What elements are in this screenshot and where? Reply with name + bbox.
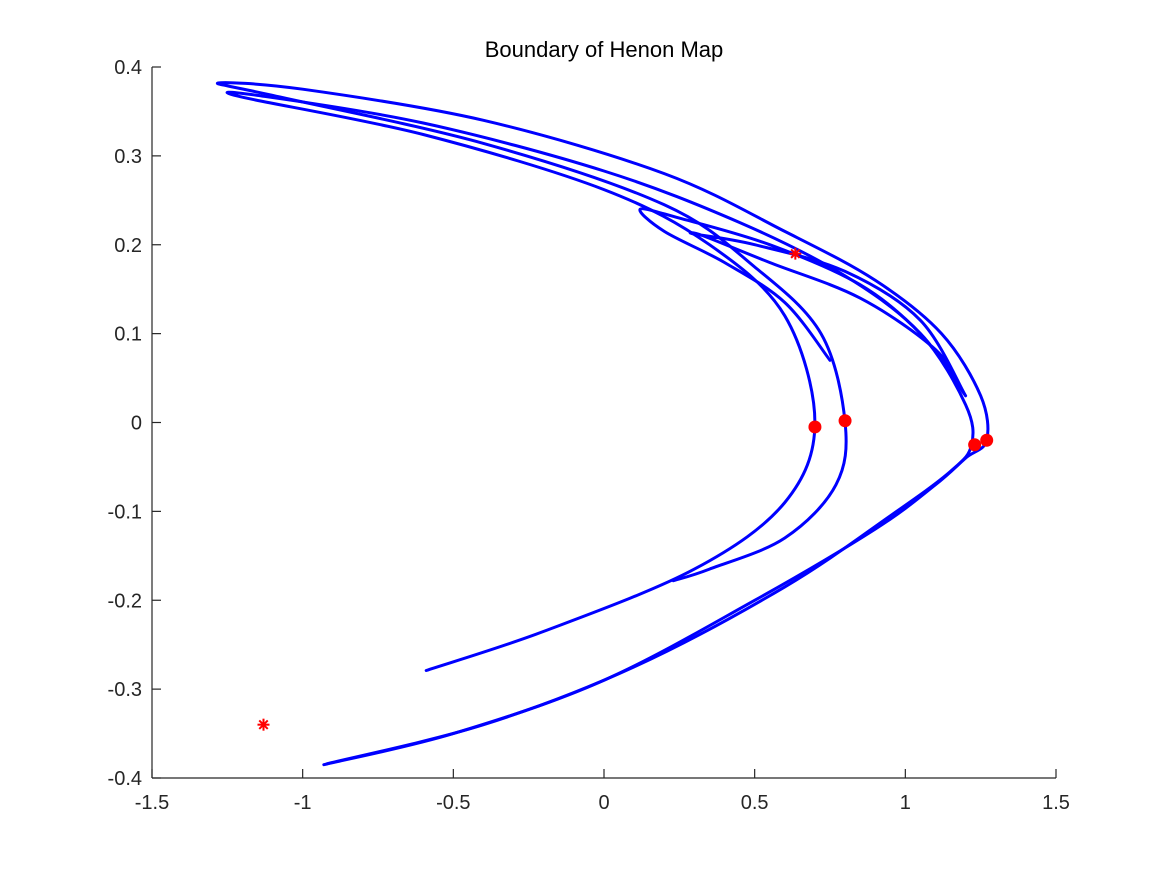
asterisk-marker — [789, 247, 802, 260]
y-tick-label: -0.2 — [108, 590, 142, 612]
y-ticks: -0.4 -0.3 -0.2 -0.1 0 0.1 0.2 0.3 0.4 — [108, 57, 161, 790]
x-tick-label: -1.5 — [135, 792, 169, 814]
chart-title: Boundary of Henon Map — [485, 37, 724, 62]
y-tick-label: 0.3 — [114, 146, 142, 168]
plot-area — [215, 81, 994, 767]
henon-boundary-curve — [638, 207, 968, 398]
x-tick-label: -0.5 — [436, 792, 470, 814]
fixed-point-marker — [980, 433, 994, 447]
henon-boundary-curve — [215, 81, 990, 767]
y-tick-label: 0.4 — [114, 57, 142, 79]
henon-boundary-curve — [225, 90, 975, 766]
y-tick-label: 0.2 — [114, 235, 142, 257]
x-ticks: -1.5 -1 -0.5 0 0.5 1 1.5 — [135, 769, 1070, 814]
x-tick-label: -1 — [294, 792, 312, 814]
asterisk-marker — [257, 718, 270, 731]
axes — [151, 67, 1056, 779]
asterisk-stroke — [258, 719, 269, 730]
x-tick-label: 0 — [598, 792, 609, 814]
fixed-point-marker — [808, 420, 822, 434]
y-tick-label: 0.1 — [114, 324, 142, 346]
y-tick-label: -0.1 — [108, 501, 142, 523]
x-tick-label: 0.5 — [741, 792, 769, 814]
y-tick-label: 0 — [131, 413, 142, 435]
asterisk-stroke — [790, 248, 801, 259]
fixed-point-marker — [838, 414, 852, 428]
y-tick-label: -0.4 — [108, 768, 142, 790]
fixed-point-marker — [968, 438, 982, 452]
x-tick-label: 1.5 — [1042, 792, 1070, 814]
y-tick-label: -0.3 — [108, 679, 142, 701]
x-tick-label: 1 — [900, 792, 911, 814]
